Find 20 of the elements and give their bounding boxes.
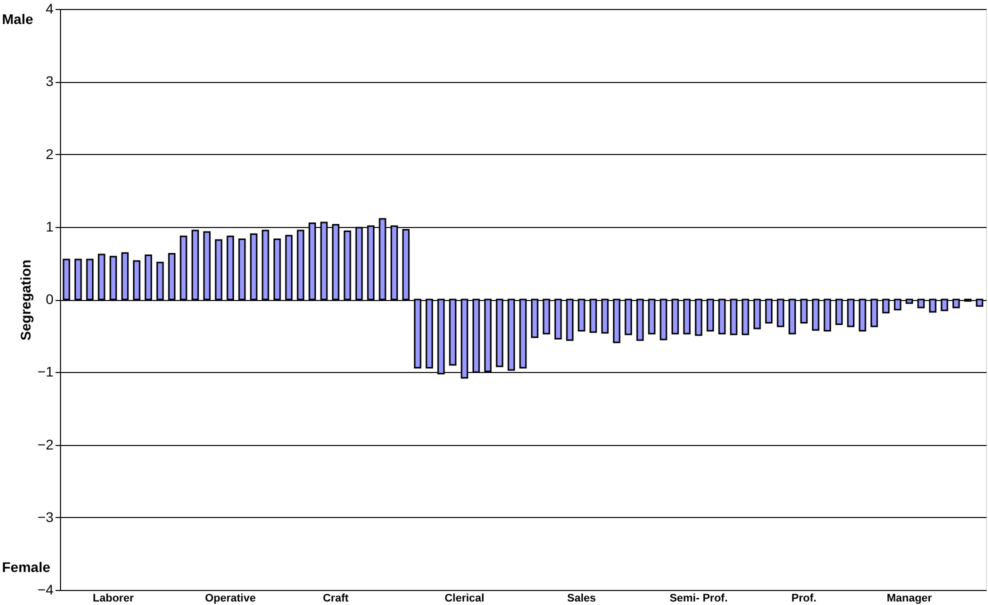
y-axis-title: Segregation [18, 260, 34, 340]
y-tick-label: 4 [46, 0, 54, 16]
x-tick-label: Sales [567, 592, 596, 604]
x-tick-label: Manager [886, 592, 933, 604]
y-tick-label: −2 [38, 436, 54, 452]
text: Male [2, 10, 34, 27]
y-tick-label: −4 [38, 582, 54, 598]
x-tick-label: Craft [322, 592, 349, 604]
y-tick-label: 3 [46, 73, 54, 90]
y-tick-label: 1 [46, 218, 54, 234]
y-tick-label: 2 [46, 146, 54, 162]
y-tick-label: −1 [38, 364, 54, 380]
x-tick-label: Prof. [791, 592, 816, 604]
text: Female [2, 559, 50, 576]
y-tick-label: −3 [38, 508, 54, 525]
x-tick-label: Operative [204, 592, 256, 604]
x-tick-label: Clerical [444, 592, 484, 604]
x-tick-label: Semi- Prof. [670, 592, 728, 604]
x-tick-label: Laborer [92, 592, 134, 604]
y-tick-label: 0 [46, 291, 54, 307]
